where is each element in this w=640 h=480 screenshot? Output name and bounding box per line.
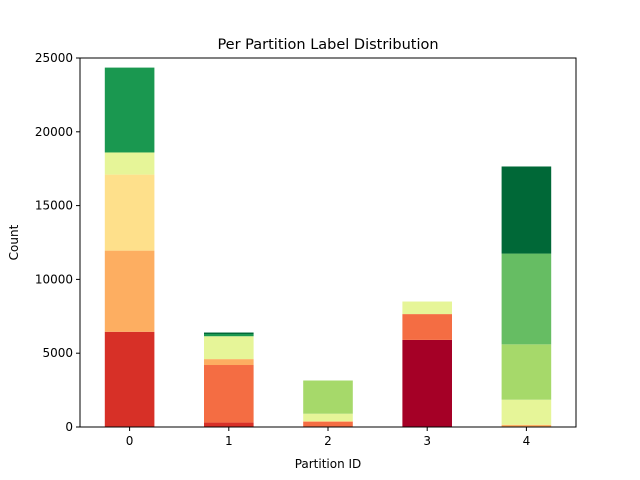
bar-segment-p2-s6 <box>303 380 353 414</box>
x-axis: 0 1 2 3 4 <box>126 427 530 448</box>
x-tick-label: 4 <box>523 434 531 448</box>
y-tick-label: 5000 <box>42 346 73 360</box>
y-axis-title: Count <box>7 224 21 260</box>
bar-segment-p2-s3 <box>303 421 353 422</box>
bar-segment-p2-s5 <box>303 413 353 422</box>
y-axis: 0 5000 10000 15000 20000 25000 <box>35 51 80 434</box>
y-tick-label: 10000 <box>35 272 73 286</box>
bar-segment-p3-s5 <box>402 301 452 315</box>
x-axis-title: Partition ID <box>295 457 362 471</box>
bar-segment-p3-s2 <box>402 314 452 340</box>
bar-segment-p1-s2 <box>204 365 254 423</box>
bar-segment-p0-s3 <box>104 250 155 332</box>
bar-segment-p1-s3 <box>204 359 254 366</box>
bar-segment-p0-s4 <box>104 174 155 251</box>
y-tick-label: 20000 <box>35 125 73 139</box>
bar-segment-p2-s2 <box>303 421 353 427</box>
y-tick-label: 25000 <box>35 51 73 65</box>
bar-segment-p1-s5 <box>204 336 254 360</box>
x-tick-label: 3 <box>423 434 431 448</box>
bar-segment-p1-s1 <box>204 422 254 427</box>
chart-title: Per Partition Label Distribution <box>217 37 438 53</box>
bar-segment-p4-s9 <box>501 166 552 254</box>
bar-segment-p4-s5 <box>501 399 552 425</box>
x-tick-label: 2 <box>324 434 332 448</box>
bar-segment-p1-s8 <box>204 334 254 337</box>
bar-segment-p4-s7 <box>501 253 552 345</box>
x-tick-label: 0 <box>126 434 134 448</box>
y-tick-label: 0 <box>65 420 73 434</box>
bar-segment-p3-s0 <box>402 339 452 427</box>
bar-segment-p0-s1 <box>104 331 155 427</box>
bar-segment-p1-s9 <box>204 332 254 335</box>
bar-segment-p4-s3 <box>501 424 552 427</box>
bar-segment-p4-s6 <box>501 344 552 400</box>
x-tick-label: 1 <box>225 434 233 448</box>
y-tick-label: 15000 <box>35 199 73 213</box>
bar-segment-p0-s8 <box>104 67 155 153</box>
bars-group <box>104 67 552 427</box>
bar-segment-p0-s5 <box>104 152 155 175</box>
